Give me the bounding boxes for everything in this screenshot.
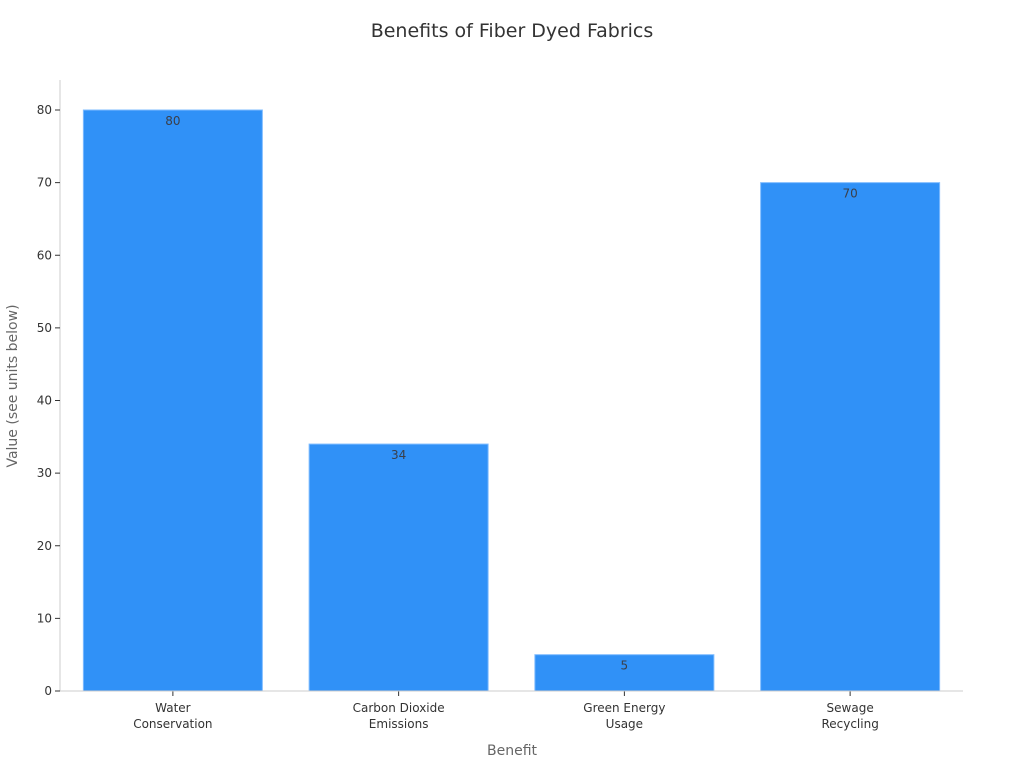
y-axis-title: Value (see units below) (5, 304, 21, 467)
x-tick-label: Emissions (369, 717, 429, 731)
x-tick-label: Water (155, 701, 191, 715)
x-tick-label: Sewage (827, 701, 874, 715)
chart-title: Benefits of Fiber Dyed Fabrics (370, 20, 654, 42)
y-tick-label: 50 (37, 321, 52, 335)
y-tick-label: 0 (44, 684, 52, 698)
bar-value-label: 5 (621, 659, 629, 673)
y-tick-label: 40 (37, 394, 52, 408)
bar-3: 5 (534, 654, 715, 692)
bars: 80 34 5 70 (82, 109, 941, 692)
x-tick-label: Conservation (133, 717, 212, 731)
x-axis-title: Benefit (487, 743, 538, 759)
y-tick-label: 70 (37, 176, 52, 190)
bar-value-label: 34 (391, 448, 406, 462)
bar-value-label: 80 (165, 114, 180, 128)
y-axis: 0 10 20 30 40 50 60 70 80 (37, 80, 61, 698)
y-tick-label: 10 (37, 611, 52, 625)
x-tick-label: Green Energy (583, 701, 665, 715)
bar-4: 70 (760, 182, 941, 692)
x-tick-label: Recycling (821, 717, 878, 731)
x-tick-label: Carbon Dioxide (353, 701, 445, 715)
y-tick-label: 20 (37, 539, 52, 553)
bar-value-label: 70 (842, 187, 857, 201)
bar-1: 80 (82, 109, 263, 692)
bar-2: 34 (308, 443, 489, 692)
x-tick-label: Usage (606, 717, 643, 731)
y-tick-label: 30 (37, 466, 52, 480)
y-tick-label: 80 (37, 103, 52, 117)
x-axis: Water Conservation Carbon Dioxide Emissions… (60, 690, 963, 731)
y-tick-label: 60 (37, 248, 52, 262)
